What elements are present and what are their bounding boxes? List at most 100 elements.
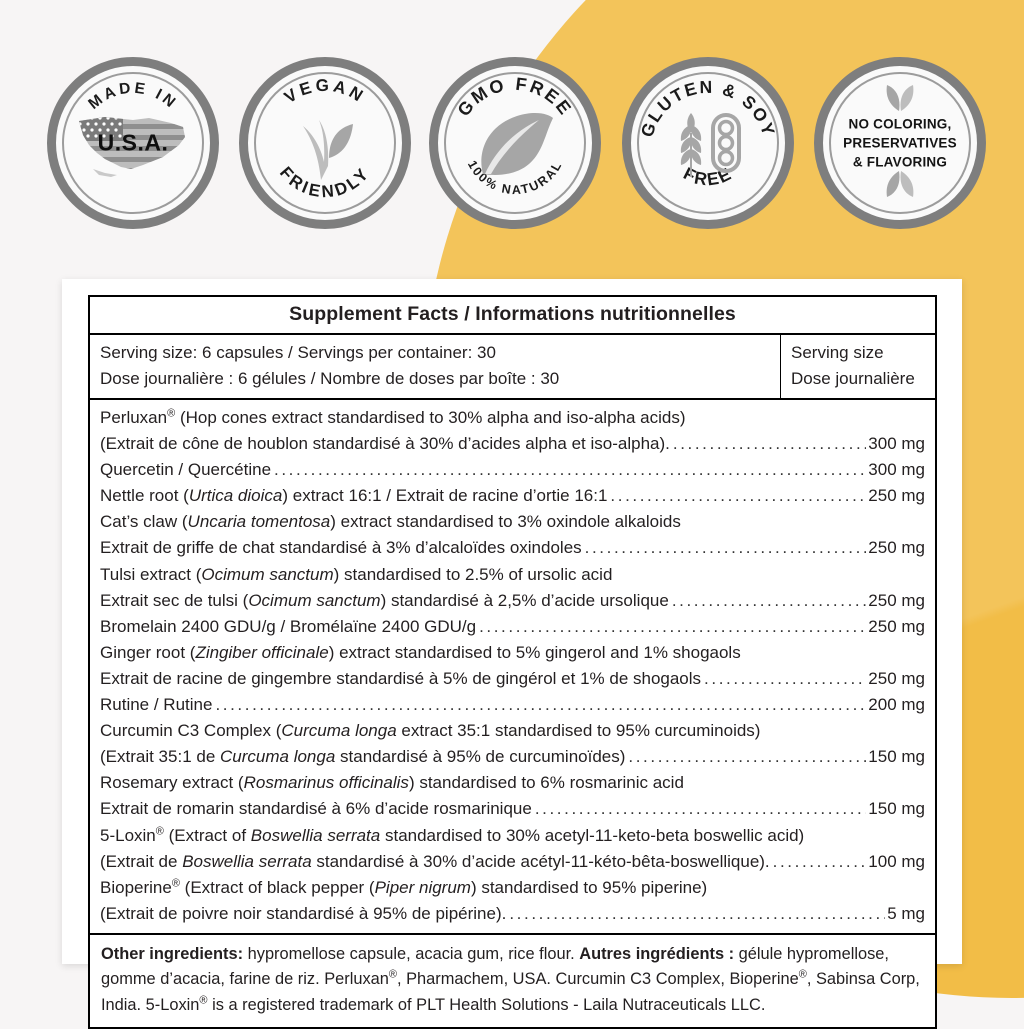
badge-made-in-usa: MADE IN [47,57,219,229]
dot-leader: ........................................… [628,747,866,767]
badge-center-line-2: PRESERVATIVES [843,135,957,151]
usa-map-flag-icon: U.S.A. [56,66,210,220]
dot-leader: ........................................… [479,616,866,636]
dot-leader: ........................................… [534,799,866,819]
badge-center-line-3: & FLAVORING [852,154,948,170]
ingredient-name: (Extrait de Boswellia serrata standardis… [100,851,770,871]
ingredient-name: Perluxan® (Hop cones extract standardise… [100,407,686,427]
ingredient-amount: 150 mg [868,747,925,767]
supplement-facts-title: Supplement Facts / Informations nutritio… [90,297,935,335]
two-leaves-icon-bottom [879,170,921,205]
ingredient-name: Extrait de griffe de chat standardisé à … [100,538,582,558]
ingredient-name: Nettle root (Urtica dioica) extract 16:1… [100,486,608,506]
ingredient-row: Bioperine® (Extract of black pepper (Pip… [100,875,925,901]
dot-leader: ........................................… [772,851,867,871]
ingredient-row: Extrait de racine de gingembre standardi… [100,666,925,692]
ingredient-name: Tulsi extract (Ocimum sanctum) standardi… [100,564,613,584]
ingredient-name: Extrait de romarin standardisé à 6% d’ac… [100,799,532,819]
ingredient-name: (Extrait de cône de houblon standardisé … [100,434,670,454]
ingredient-name: Rutine / Rutine [100,695,213,715]
ingredient-name: Rosemary extract (Rosmarinus officinalis… [100,773,684,793]
serving-size-right-cell: Serving size Dose journalière [781,335,935,398]
dot-leader: ........................................… [215,695,866,715]
badge-inner-ring [444,72,586,214]
ingredient-row: Ginger root (Zingiber officinale) extrac… [100,640,925,666]
ingredient-name: Cat’s claw (Uncaria tomentosa) extract s… [100,512,681,532]
badge-arc-text: GMO FREE 100% NATURAL [454,74,574,197]
badge-inner-ring [637,72,779,214]
ingredient-name: 5-Loxin® (Extract of Boswellia serrata s… [100,824,805,845]
badge-center-label: NO COLORING, PRESERVATIVES & FLAVORING [834,115,966,172]
ingredient-row: Rosemary extract (Rosmarinus officinalis… [100,770,925,796]
other-ingredients-note: Other ingredients: hypromellose capsule,… [101,944,920,1014]
ingredients-list: Perluxan® (Hop cones extract standardise… [90,400,935,935]
badge-gluten-soy-free: GLUTEN & SOY FREE [622,57,794,229]
leaf-icon [438,66,592,220]
badge-inner-ring [254,72,396,214]
ingredient-amount: 300 mg [868,460,925,480]
ingredient-row: Bromelain 2400 GDU/g / Bromélaïne 2400 G… [100,614,925,640]
ingredient-row: Extrait sec de tulsi (Ocimum sanctum) st… [100,588,925,614]
ingredient-amount: 5 mg [887,903,925,923]
serving-size-en: Serving size: 6 capsules / Servings per … [100,343,496,362]
dot-leader: ........................................… [509,903,885,923]
ingredient-row: 5-Loxin® (Extract of Boswellia serrata s… [100,823,925,849]
serving-size-fr: Dose journalière : 6 gélules / Nombre de… [100,369,560,388]
dot-leader: ........................................… [274,460,866,480]
ingredient-name: (Extrait de poivre noir standardisé à 95… [100,903,507,923]
ingredient-name: Extrait sec de tulsi (Ocimum sanctum) st… [100,590,669,610]
two-leaves-icon-top [879,82,921,117]
ingredient-amount: 150 mg [868,799,925,819]
serving-size-header-en: Serving size [791,343,884,362]
dot-leader: ........................................… [704,668,866,688]
dot-leader: ........................................… [672,434,866,454]
ingredient-name: Bromelain 2400 GDU/g / Bromélaïne 2400 G… [100,616,477,636]
ingredient-name: Curcumin C3 Complex (Curcuma longa extra… [100,721,761,741]
ingredient-row: Nettle root (Urtica dioica) extract 16:1… [100,483,925,509]
ingredient-row: Quercetin / Quercétine..................… [100,457,925,483]
certification-badge-row: MADE IN [0,0,1024,265]
badge-arc-text: GLUTEN & SOY FREE [637,77,778,190]
sprout-leaf-icon [248,66,402,220]
ingredient-row: Perluxan® (Hop cones extract standardise… [100,405,925,431]
ingredient-amount: 100 mg [868,851,925,871]
supplement-facts-card: Supplement Facts / Informations nutritio… [62,279,962,1029]
wheat-and-soybean-icon [631,66,785,220]
badge-center-label: U.S.A. [97,129,169,156]
badge-vegan-friendly: VEGAN FRIENDLY [239,57,411,229]
badge-center-line-1: NO COLORING, [848,116,952,132]
ingredient-amount: 250 mg [868,668,925,688]
serving-size-row: Serving size: 6 capsules / Servings per … [90,335,935,400]
ingredient-amount: 200 mg [868,695,925,715]
ingredient-row: (Extrait 35:1 de Curcuma longa standardi… [100,744,925,770]
ingredient-name: Bioperine® (Extract of black pepper (Pip… [100,877,708,897]
ingredient-name: Quercetin / Quercétine [100,460,272,480]
badge-arc-text: MADE IN [85,80,177,113]
ingredient-row: Extrait de griffe de chat standardisé à … [100,535,925,561]
ingredient-row: Tulsi extract (Ocimum sanctum) standardi… [100,562,925,588]
serving-size-header-fr: Dose journalière [791,369,915,388]
badge-inner-ring [829,72,971,214]
ingredient-name: (Extrait 35:1 de Curcuma longa standardi… [100,747,626,767]
ingredient-row: (Extrait de cône de houblon standardisé … [100,431,925,457]
supplement-facts-table: Supplement Facts / Informations nutritio… [88,295,937,1029]
ingredient-amount: 250 mg [868,486,925,506]
serving-size-left-cell: Serving size: 6 capsules / Servings per … [90,335,781,398]
ingredient-amount: 250 mg [868,616,925,636]
ingredient-name: Extrait de racine de gingembre standardi… [100,668,702,688]
ingredient-row: Cat’s claw (Uncaria tomentosa) extract s… [100,509,925,535]
ingredient-row: (Extrait de poivre noir standardisé à 95… [100,901,925,927]
ingredient-amount: 250 mg [868,590,925,610]
ingredient-row: Curcumin C3 Complex (Curcuma longa extra… [100,718,925,744]
dot-leader: ........................................… [671,590,866,610]
ingredient-amount: 300 mg [868,434,925,454]
badge-gmo-free: GMO FREE 100% NATURAL [429,57,601,229]
badge-inner-ring [62,72,204,214]
ingredient-row: Extrait de romarin standardisé à 6% d’ac… [100,796,925,822]
ingredient-row: Rutine / Rutine.........................… [100,692,925,718]
ingredient-name: Ginger root (Zingiber officinale) extrac… [100,642,741,662]
badge-no-coloring-preservatives-flavoring: NO COLORING, PRESERVATIVES & FLAVORING [814,57,986,229]
dot-leader: ........................................… [584,538,867,558]
ingredient-row: (Extrait de Boswellia serrata standardis… [100,849,925,875]
ingredient-amount: 250 mg [868,538,925,558]
